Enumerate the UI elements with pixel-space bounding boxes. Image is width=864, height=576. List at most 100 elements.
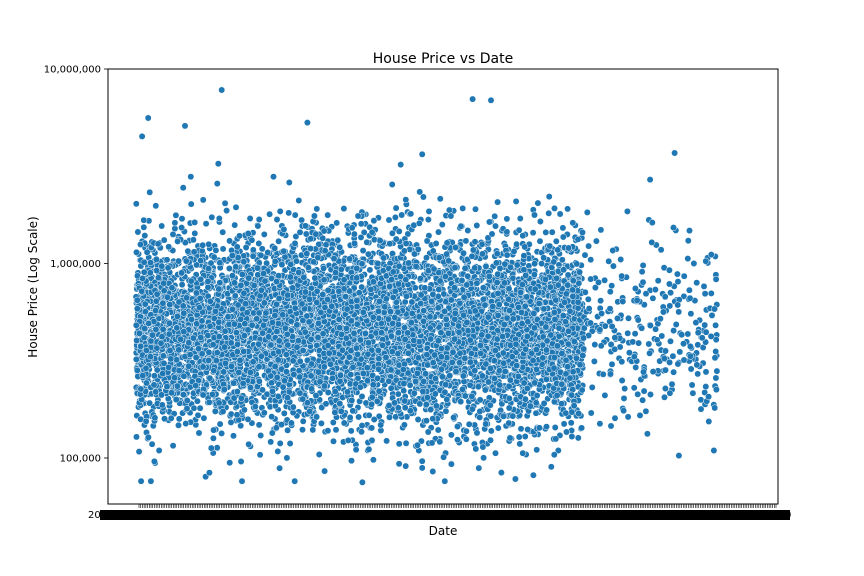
data-point	[414, 416, 422, 423]
data-point	[211, 407, 219, 415]
data-point	[402, 462, 410, 470]
data-point	[435, 254, 443, 262]
data-point	[492, 222, 499, 230]
data-point	[331, 409, 339, 416]
data-point	[497, 469, 505, 477]
data-point	[554, 447, 562, 454]
data-point	[258, 245, 266, 253]
data-point	[238, 477, 246, 485]
data-point	[167, 414, 175, 422]
data-point	[358, 393, 366, 400]
data-point	[257, 432, 265, 439]
data-point	[286, 440, 294, 447]
data-point	[574, 434, 582, 442]
data-point	[296, 228, 304, 236]
data-point	[233, 243, 241, 251]
data-point	[524, 426, 532, 433]
data-point	[275, 237, 283, 245]
data-point	[492, 259, 500, 267]
data-point	[140, 223, 148, 231]
data-point	[485, 218, 493, 226]
data-point	[424, 216, 432, 224]
data-point	[536, 218, 544, 225]
data-point	[517, 425, 525, 433]
data-point	[348, 457, 355, 465]
data-point	[324, 389, 332, 396]
data-point	[406, 381, 414, 389]
data-point	[563, 428, 570, 436]
data-point	[152, 255, 160, 263]
data-point	[340, 205, 348, 213]
data-point	[171, 225, 179, 233]
data-point	[388, 181, 396, 188]
data-point	[313, 205, 321, 213]
data-point	[392, 204, 400, 212]
data-point	[245, 440, 253, 448]
data-point	[519, 449, 527, 457]
data-point	[219, 228, 227, 236]
data-point	[492, 449, 499, 457]
data-point	[321, 467, 329, 475]
data-point	[359, 247, 367, 255]
data-point	[494, 198, 502, 206]
data-point	[532, 409, 540, 417]
data-point	[398, 211, 406, 219]
data-point	[180, 309, 188, 317]
data-point	[246, 215, 254, 222]
data-point	[169, 442, 177, 450]
data-point	[385, 216, 393, 224]
data-point	[171, 219, 179, 227]
data-point	[175, 421, 182, 429]
data-point	[387, 384, 395, 392]
data-point	[521, 433, 529, 440]
data-point	[347, 371, 355, 379]
data-point	[434, 426, 442, 434]
data-point	[302, 230, 310, 238]
data-point	[441, 477, 449, 485]
data-point	[346, 414, 354, 421]
data-point	[383, 437, 391, 445]
data-point	[324, 211, 332, 219]
data-point	[545, 193, 553, 201]
data-point	[418, 150, 426, 158]
data-point	[144, 433, 152, 441]
data-point	[298, 216, 306, 224]
data-point	[491, 212, 499, 220]
data-point	[351, 239, 358, 247]
data-point	[178, 224, 186, 232]
data-point	[283, 454, 291, 462]
data-point	[386, 240, 394, 248]
data-point	[429, 468, 437, 475]
data-point	[448, 358, 456, 366]
data-point	[228, 272, 236, 280]
data-point	[551, 204, 558, 212]
data-point	[221, 199, 229, 207]
data-point	[529, 229, 537, 237]
data-point	[231, 221, 239, 229]
data-point	[476, 396, 484, 404]
data-point	[534, 199, 542, 207]
data-point	[271, 257, 279, 265]
data-point	[276, 207, 284, 215]
data-point	[560, 420, 568, 428]
data-point	[369, 456, 377, 464]
data-point	[397, 161, 405, 169]
data-point	[407, 210, 415, 218]
data-point	[533, 446, 541, 454]
data-point	[330, 437, 337, 445]
data-point	[332, 426, 340, 434]
data-point	[155, 447, 163, 454]
data-point	[445, 206, 453, 214]
data-point	[285, 209, 293, 217]
data-point	[179, 184, 187, 192]
data-point	[148, 440, 156, 448]
data-point	[395, 460, 403, 468]
data-point	[365, 411, 373, 419]
data-point	[175, 415, 183, 423]
data-point	[292, 233, 300, 240]
data-point	[472, 205, 479, 213]
data-point	[552, 237, 560, 245]
data-point	[200, 414, 208, 422]
data-point	[312, 392, 320, 400]
